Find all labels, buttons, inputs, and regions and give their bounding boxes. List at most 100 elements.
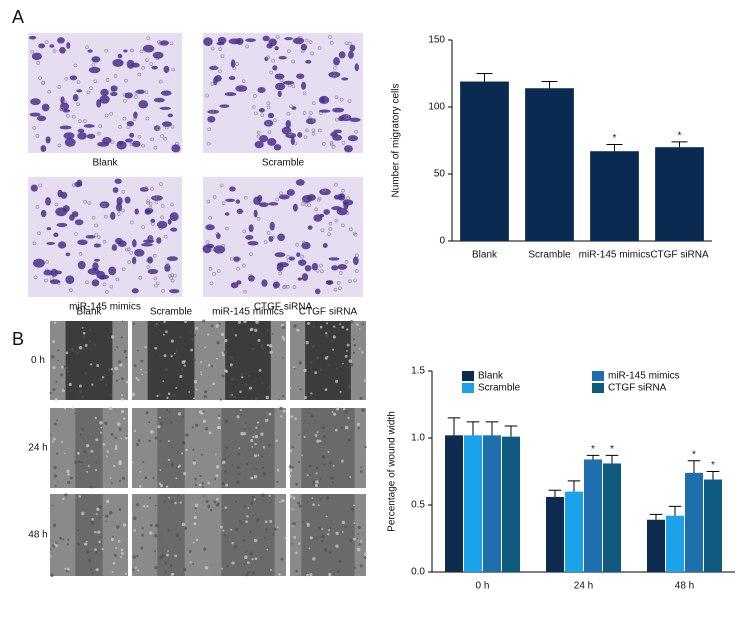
cell	[167, 529, 170, 532]
error-bar	[548, 489, 562, 497]
cell	[150, 218, 156, 224]
cell	[156, 394, 159, 398]
y-axis-label: Percentage of wound width	[387, 411, 398, 532]
cell	[306, 194, 316, 201]
cell	[168, 273, 172, 278]
cell	[171, 67, 176, 72]
cell	[220, 332, 225, 337]
cell	[289, 104, 294, 109]
cell	[170, 227, 178, 232]
cell	[84, 344, 88, 347]
cell	[240, 431, 244, 436]
cell	[207, 363, 211, 367]
cell	[104, 290, 109, 294]
cell	[134, 208, 139, 215]
cell	[212, 65, 217, 69]
cell	[164, 562, 168, 565]
cell	[221, 460, 226, 465]
cell	[301, 520, 304, 523]
cell	[95, 568, 99, 572]
cell	[134, 90, 139, 95]
cell	[116, 525, 120, 529]
cell	[221, 351, 224, 354]
cell	[179, 501, 182, 504]
cell	[71, 183, 76, 188]
cell	[349, 476, 352, 478]
cell	[295, 482, 298, 486]
cell	[154, 533, 158, 538]
cell	[163, 320, 166, 324]
cell	[229, 363, 233, 367]
cell	[254, 442, 257, 446]
cell	[300, 201, 305, 206]
bar	[603, 463, 621, 572]
cell	[221, 481, 225, 486]
cell	[352, 256, 359, 266]
cell	[91, 56, 101, 63]
cell	[108, 406, 113, 410]
cell	[174, 554, 178, 558]
cell	[263, 119, 274, 127]
cell	[200, 371, 203, 373]
cell	[98, 124, 103, 128]
cell	[96, 131, 101, 136]
cell	[141, 526, 144, 530]
cell	[261, 493, 265, 497]
cell	[110, 481, 113, 484]
cell	[281, 325, 286, 329]
cell	[215, 464, 220, 469]
cell	[278, 55, 287, 60]
cell	[280, 557, 284, 561]
cell	[304, 202, 309, 207]
cell	[349, 320, 354, 324]
cell	[235, 500, 238, 503]
cell	[32, 126, 37, 130]
cell	[41, 81, 45, 86]
cell	[242, 539, 246, 542]
cell	[185, 448, 188, 452]
cell	[350, 507, 355, 512]
cell	[53, 474, 58, 478]
cell	[330, 339, 334, 343]
scratch-gap	[147, 321, 195, 400]
cell	[348, 227, 353, 232]
cell	[62, 538, 65, 541]
cell	[224, 419, 229, 423]
cell	[289, 449, 293, 453]
cell	[131, 288, 139, 294]
cell	[234, 545, 238, 549]
cell	[320, 228, 325, 233]
cell	[205, 499, 209, 503]
cell	[260, 113, 265, 118]
cell	[320, 539, 324, 543]
bar	[704, 479, 722, 572]
cell	[104, 48, 109, 53]
cell	[164, 570, 167, 573]
panel-label: B	[12, 329, 24, 349]
scratch-gap	[301, 408, 355, 488]
cell	[328, 529, 331, 532]
cell	[245, 44, 249, 49]
cell	[323, 209, 330, 215]
cell	[137, 569, 140, 572]
cell	[258, 202, 269, 208]
cell	[95, 513, 98, 516]
cell	[163, 234, 168, 239]
cell	[260, 432, 264, 436]
cell	[213, 500, 217, 504]
cell	[109, 393, 112, 397]
cell	[334, 182, 338, 187]
cell	[286, 111, 291, 116]
cell	[279, 501, 281, 503]
cell	[122, 523, 127, 527]
cell	[77, 128, 85, 133]
x-tick-label: CTGF siRNA	[650, 250, 709, 261]
significance-mark: *	[711, 460, 715, 471]
cell	[268, 343, 273, 348]
cell	[271, 58, 275, 63]
cell	[340, 223, 345, 228]
cell	[123, 349, 127, 353]
cell	[150, 137, 154, 142]
cell	[120, 437, 123, 440]
cell	[321, 426, 325, 430]
